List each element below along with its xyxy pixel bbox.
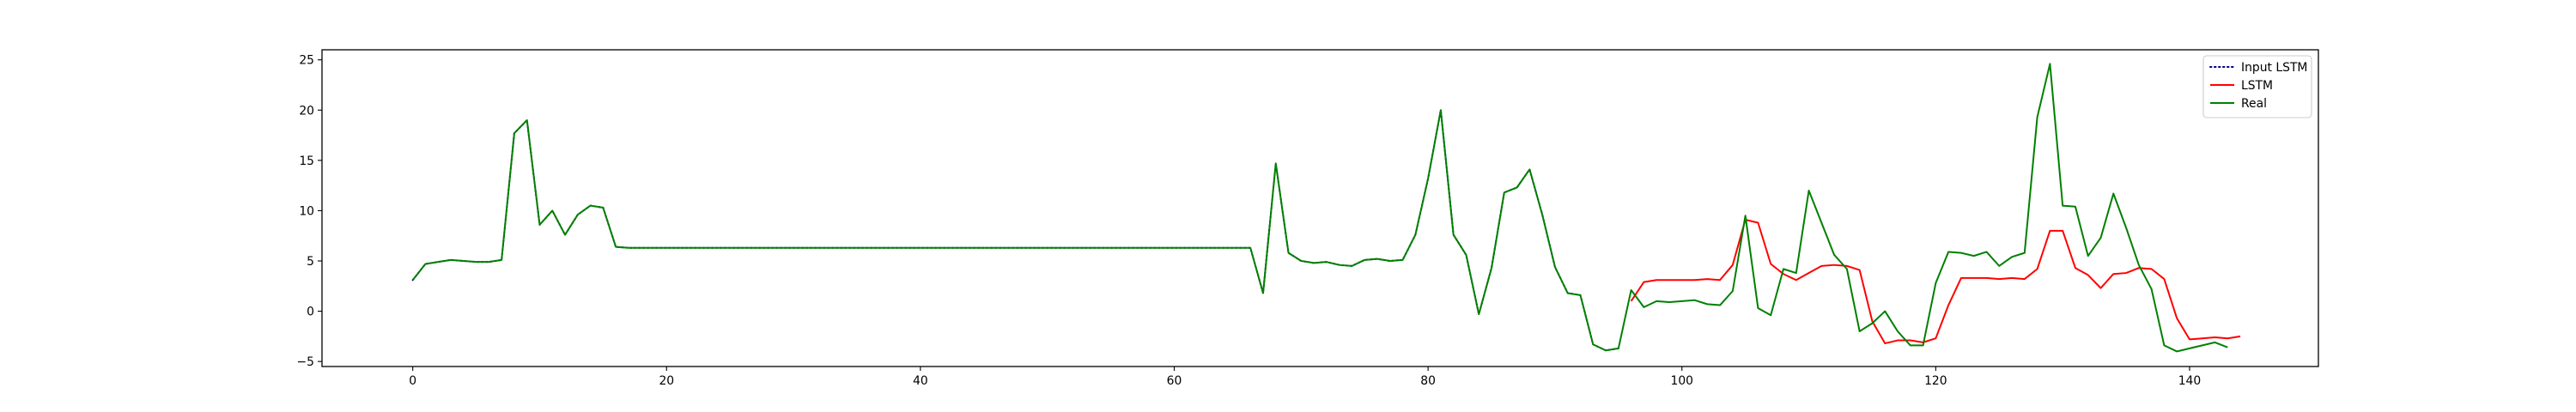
x-axis: 0 20 40 60 80 100 120 140 — [409, 367, 2201, 388]
y-tick-label: 20 — [299, 104, 314, 118]
x-tick-label: 120 — [1924, 374, 1947, 388]
series-line-real — [411, 63, 2228, 353]
series-layer — [411, 63, 2241, 353]
y-tick-label: 0 — [307, 306, 314, 319]
x-tick-label: 20 — [659, 374, 674, 388]
legend-label-real: Real — [2241, 97, 2267, 111]
x-tick-label: 140 — [2178, 374, 2202, 388]
x-tick-label: 100 — [1670, 374, 1693, 388]
y-tick-label: 15 — [299, 154, 314, 168]
legend-label-lstm: LSTM — [2241, 79, 2273, 93]
x-tick-label: 40 — [913, 374, 928, 388]
y-tick-label: 25 — [299, 54, 314, 68]
y-tick-label: 10 — [299, 204, 314, 218]
plot-area — [321, 49, 2319, 367]
y-tick-label: −5 — [297, 355, 314, 369]
y-axis: −5 0 5 10 15 20 25 — [297, 54, 322, 369]
series-line-lstm — [1630, 218, 2241, 345]
x-tick-label: 80 — [1420, 374, 1436, 388]
legend-label-input: Input LSTM — [2241, 61, 2307, 75]
legend: Input LSTM LSTM Real — [2202, 55, 2312, 118]
y-tick-label: 5 — [307, 255, 314, 269]
x-tick-label: 60 — [1167, 374, 1182, 388]
axes-frame — [321, 49, 2319, 367]
x-tick-label: 0 — [409, 374, 416, 388]
